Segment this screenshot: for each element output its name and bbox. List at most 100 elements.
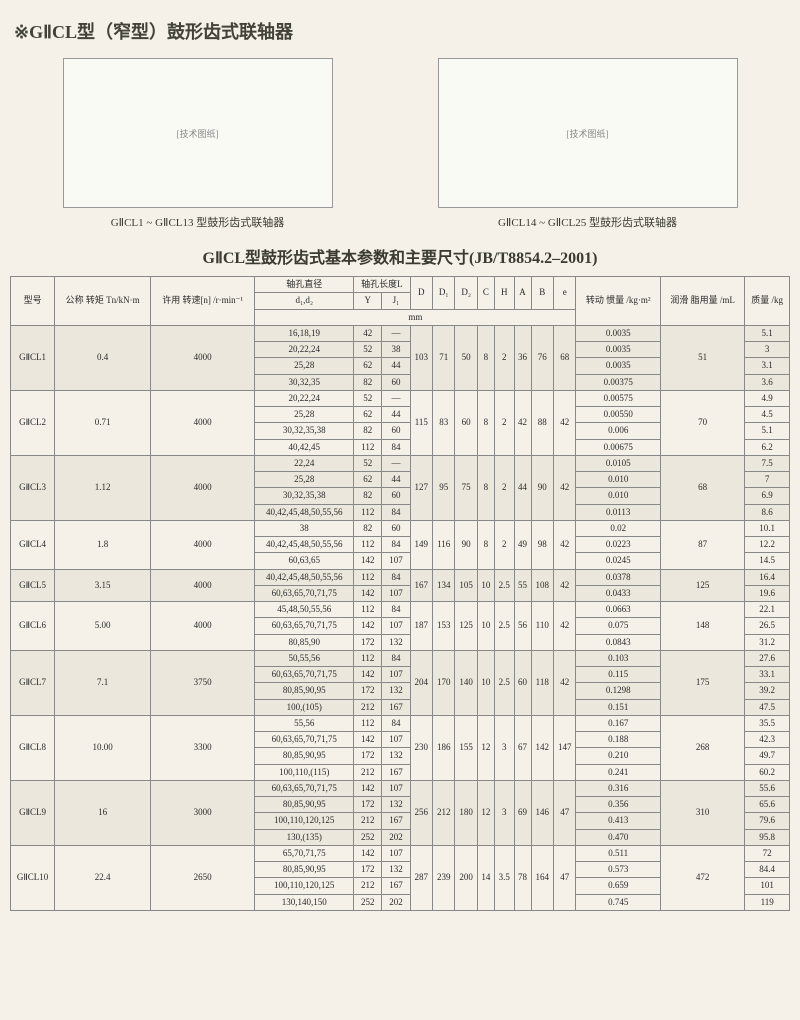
cell-Y: 62 — [354, 472, 382, 488]
cell-D1: 83 — [433, 390, 455, 455]
table-row: GⅡCL810.00330055,56112842301861551236714… — [11, 715, 790, 731]
cell-grease: 310 — [660, 780, 744, 845]
cell-J: 44 — [382, 472, 410, 488]
cell-J: 84 — [382, 569, 410, 585]
cell-speed: 4000 — [151, 390, 255, 455]
cell-inertia: 0.0105 — [576, 455, 661, 471]
hdr-model: 型号 — [11, 277, 55, 326]
cell-inertia: 0.0843 — [576, 634, 661, 650]
cell-mass: 119 — [745, 894, 790, 910]
cell-A: 49 — [514, 520, 531, 569]
cell-inertia: 0.006 — [576, 423, 661, 439]
cell-D: 287 — [410, 845, 432, 910]
cell-e: 68 — [553, 325, 575, 390]
cell-D2: 140 — [455, 650, 477, 715]
cell-torque: 10.00 — [55, 715, 151, 780]
cell-B: 90 — [531, 455, 553, 520]
cell-mass: 47.5 — [745, 699, 790, 715]
cell-J: 132 — [382, 748, 410, 764]
cell-D: 149 — [410, 520, 432, 569]
cell-inertia: 0.413 — [576, 813, 661, 829]
cell-grease: 87 — [660, 520, 744, 569]
cell-J: 84 — [382, 715, 410, 731]
table-row: GⅡCL77.1375050,55,5611284204170140102.56… — [11, 650, 790, 666]
cell-D: 103 — [410, 325, 432, 390]
cell-J: 107 — [382, 780, 410, 796]
hdr-torque: 公称 转矩 Tn/kN·m — [55, 277, 151, 326]
cell-mass: 49.7 — [745, 748, 790, 764]
cell-A: 78 — [514, 845, 531, 910]
cell-bore: 100,110,120,125 — [255, 878, 354, 894]
cell-grease: 51 — [660, 325, 744, 390]
cell-mass: 84.4 — [745, 862, 790, 878]
cell-H: 2 — [494, 325, 514, 390]
table-row: GⅡCL65.00400045,48,50,55,561128418715312… — [11, 602, 790, 618]
table-row: GⅡCL10.4400016,18,1942—1037150823676680.… — [11, 325, 790, 341]
cell-bore: 80,85,90 — [255, 634, 354, 650]
cell-H: 3 — [494, 715, 514, 780]
table-row: GⅡCL53.15400040,42,45,48,50,55,561128416… — [11, 569, 790, 585]
cell-J: 132 — [382, 634, 410, 650]
cell-mass: 39.2 — [745, 683, 790, 699]
cell-H: 2.5 — [494, 569, 514, 602]
cell-J: 84 — [382, 537, 410, 553]
diagram-left: [技术图纸] GⅡCL1 ~ GⅡCL13 型鼓形齿式联轴器 — [63, 58, 333, 230]
cell-inertia: 0.0663 — [576, 602, 661, 618]
cell-inertia: 0.075 — [576, 618, 661, 634]
cell-e: 42 — [553, 455, 575, 520]
cell-J: 107 — [382, 667, 410, 683]
cell-inertia: 0.659 — [576, 878, 661, 894]
cell-torque: 1.8 — [55, 520, 151, 569]
cell-inertia: 0.010 — [576, 488, 661, 504]
cell-C: 10 — [477, 602, 494, 651]
cell-J: 38 — [382, 342, 410, 358]
cell-J: 60 — [382, 520, 410, 536]
cell-B: 76 — [531, 325, 553, 390]
cell-J: 107 — [382, 585, 410, 601]
cell-inertia: 0.511 — [576, 845, 661, 861]
cell-C: 8 — [477, 325, 494, 390]
cell-Y: 112 — [354, 504, 382, 520]
cell-inertia: 0.210 — [576, 748, 661, 764]
cell-Y: 142 — [354, 585, 382, 601]
cell-D2: 155 — [455, 715, 477, 780]
cell-mass: 3.6 — [745, 374, 790, 390]
cell-bore: 80,85,90,95 — [255, 683, 354, 699]
cell-bore: 60,63,65,70,71,75 — [255, 585, 354, 601]
cell-inertia: 0.356 — [576, 797, 661, 813]
cell-bore: 80,85,90,95 — [255, 862, 354, 878]
diagrams-row: [技术图纸] GⅡCL1 ~ GⅡCL13 型鼓形齿式联轴器 [技术图纸] GⅡ… — [10, 58, 790, 230]
cell-inertia: 0.316 — [576, 780, 661, 796]
cell-Y: 142 — [354, 667, 382, 683]
diagram-left-placeholder: [技术图纸] — [63, 58, 333, 208]
cell-Y: 52 — [354, 455, 382, 471]
cell-bore: 40,42,45,48,50,55,56 — [255, 537, 354, 553]
cell-J: 44 — [382, 407, 410, 423]
cell-J: 107 — [382, 845, 410, 861]
cell-inertia: 0.010 — [576, 472, 661, 488]
cell-bore: 16,18,19 — [255, 325, 354, 341]
cell-mass: 33.1 — [745, 667, 790, 683]
cell-inertia: 0.115 — [576, 667, 661, 683]
cell-bore: 60,63,65,70,71,75 — [255, 780, 354, 796]
cell-J: 132 — [382, 862, 410, 878]
cell-model: GⅡCL10 — [11, 845, 55, 910]
cell-D2: 60 — [455, 390, 477, 455]
cell-Y: 82 — [354, 488, 382, 504]
cell-model: GⅡCL6 — [11, 602, 55, 651]
cell-speed: 3750 — [151, 650, 255, 715]
cell-Y: 82 — [354, 423, 382, 439]
table-row: GⅡCL1022.4265065,70,71,75142107287239200… — [11, 845, 790, 861]
cell-bore: 25,28 — [255, 407, 354, 423]
cell-D2: 200 — [455, 845, 477, 910]
cell-J: 107 — [382, 553, 410, 569]
cell-inertia: 0.00375 — [576, 374, 661, 390]
cell-A: 36 — [514, 325, 531, 390]
table-row: GⅡCL916300060,63,65,70,71,75142107256212… — [11, 780, 790, 796]
cell-inertia: 0.470 — [576, 829, 661, 845]
cell-bore: 40,42,45,48,50,55,56 — [255, 569, 354, 585]
hdr-e: e — [553, 277, 575, 310]
cell-model: GⅡCL9 — [11, 780, 55, 845]
cell-Y: 252 — [354, 829, 382, 845]
cell-model: GⅡCL2 — [11, 390, 55, 455]
